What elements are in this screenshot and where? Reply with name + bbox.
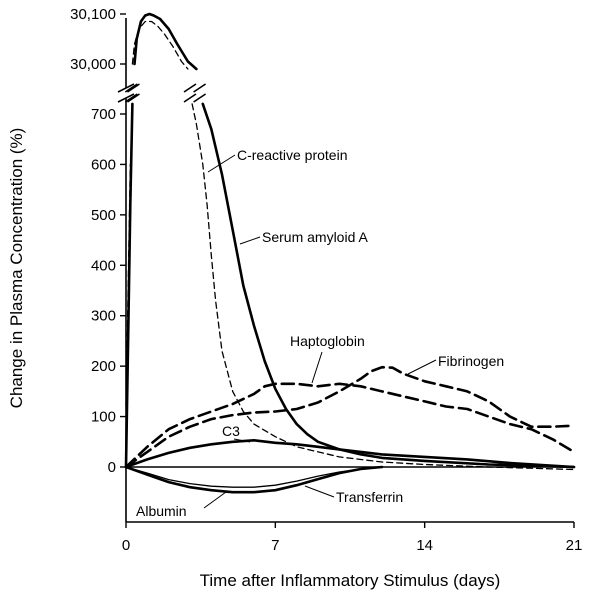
series-break-mark: [124, 93, 138, 103]
y-tick-label: 400: [91, 257, 116, 274]
series-line-fibrinogen: [124, 365, 576, 469]
annotation-serum-amyloid-a: Serum amyloid A: [262, 229, 368, 245]
y-axis-break-mark: [117, 83, 135, 93]
y-axis-break-mark: [117, 93, 135, 103]
series-break-mark: [183, 83, 197, 93]
series-break-mark: [183, 93, 197, 103]
y-tick-label: 0: [108, 459, 116, 476]
y-tick-label: 30,100: [70, 6, 116, 23]
annotation-albumin: Albumin: [136, 503, 187, 519]
series-lines-layer: [124, 12, 576, 494]
series-break-mark: [193, 93, 207, 103]
y-tick-label: 600: [91, 156, 116, 173]
series-line-c-reactive-protein: [133, 12, 198, 71]
x-tick-label: 14: [416, 537, 433, 554]
y-tick-label: 500: [91, 207, 116, 224]
annotation-transferrin: Transferrin: [336, 489, 403, 505]
y-tick-label: 200: [91, 358, 116, 375]
annotation-leader-haptoglobin: [311, 351, 323, 384]
y-tick-label: 100: [91, 409, 116, 426]
series-break-mark: [127, 83, 140, 93]
y-tick-label: 30,000: [70, 56, 116, 73]
annotation-leader-serum-amyloid-a: [239, 236, 261, 245]
x-axis-title: Time after Inflammatory Stimulus (days): [200, 571, 501, 590]
annotation-c3: C3: [222, 423, 240, 439]
annotation-haptoglobin: Haptoglobin: [290, 333, 365, 349]
x-tick-label: 21: [566, 537, 583, 554]
annotation-fibrinogen: Fibrinogen: [438, 353, 504, 369]
series-line-serum-amyloid-a: [131, 20, 189, 70]
x-tick-label: 7: [271, 537, 279, 554]
y-axis-title: Change in Plasma Concentration (%): [7, 128, 26, 409]
annotation-leader-fibrinogen: [407, 359, 437, 375]
series-line-c3: [124, 439, 576, 469]
annotations-layer: C-reactive protein Serum amyloid A Haptogl…: [136, 147, 504, 519]
tick-labels-layer: 0 100 200 300 400 500 600 700 30,000 30,100 0 7 14 21: [70, 6, 582, 554]
annotation-leader-albumin: [203, 491, 227, 509]
series-break-mark: [193, 83, 207, 93]
series-line-transferrin: [125, 466, 383, 488]
series-line-c-reactive-protein: [201, 102, 576, 469]
series-line-serum-amyloid-a: [191, 103, 575, 471]
series-line-albumin: [124, 465, 384, 494]
annotation-leader-c3: [233, 438, 251, 443]
series-line-haptoglobin: [124, 382, 576, 469]
y-tick-label: 300: [91, 308, 116, 325]
axes-layer: [117, 13, 575, 528]
series-line-c-reactive-protein: [124, 102, 134, 469]
y-tick-label: 700: [91, 106, 116, 123]
series-break-mark: [124, 83, 138, 93]
x-tick-label: 0: [122, 537, 130, 554]
annotation-c-reactive-protein: C-reactive protein: [237, 147, 348, 163]
annotation-leader-c-reactive-protein: [207, 154, 236, 173]
annotation-leader-transferrin: [304, 485, 335, 498]
series-line-serum-amyloid-a: [125, 163, 131, 408]
series-break-mark: [127, 93, 140, 103]
